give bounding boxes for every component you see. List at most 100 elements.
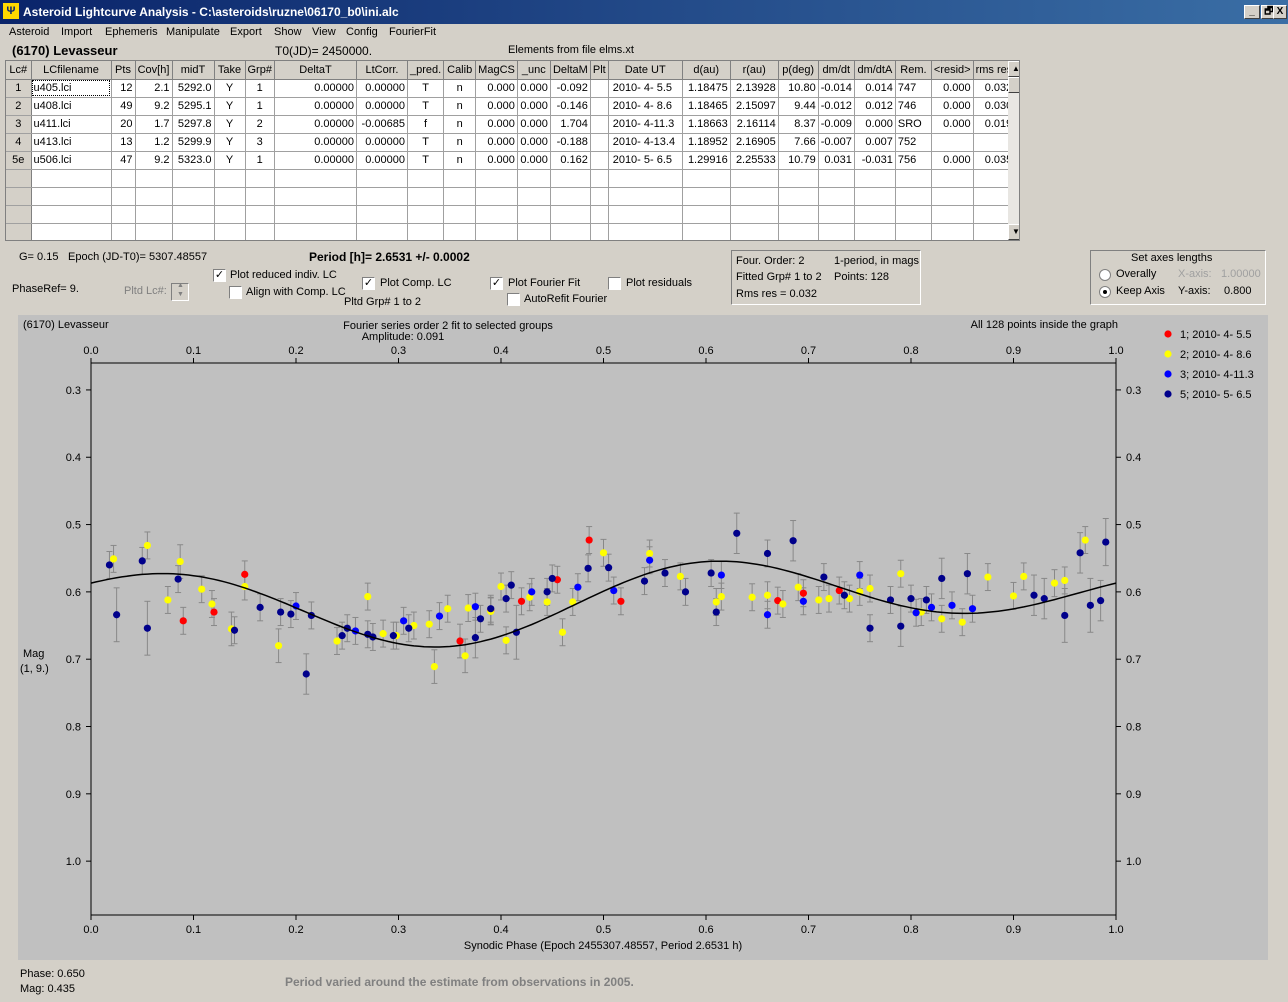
data-point[interactable] — [444, 605, 452, 613]
table-cell[interactable]: 9.2 — [135, 151, 173, 170]
table-cell[interactable]: 13 — [111, 133, 136, 152]
table-cell[interactable]: 1.18663 — [682, 115, 731, 134]
data-point[interactable] — [198, 585, 206, 593]
column-header[interactable]: LtCorr. — [356, 61, 408, 80]
plot-svg[interactable]: 0.0 0.0 0.1 0.1 0.2 0.2 0.3 0.3 0.4 0.4 0.5 0.5 0.6 0… — [18, 315, 1268, 960]
table-cell[interactable]: 0.012 — [854, 97, 896, 116]
menu-ephemeris[interactable]: Ephemeris — [105, 26, 158, 38]
table-cell[interactable] — [214, 205, 246, 224]
table-cell[interactable] — [931, 223, 974, 240]
scroll-thumb[interactable] — [1008, 77, 1019, 93]
data-point[interactable] — [845, 595, 854, 603]
table-cell[interactable]: 1.18465 — [682, 97, 731, 116]
lightcurve-plot[interactable]: 0.0 0.0 0.1 0.1 0.2 0.2 0.3 0.3 0.4 0.4 0.5 0.5 0.6 0… — [18, 315, 1268, 960]
table-cell[interactable] — [475, 223, 518, 240]
scroll-up-icon[interactable]: ▲ — [1008, 61, 1019, 77]
data-point[interactable] — [815, 596, 823, 604]
table-cell[interactable] — [517, 169, 551, 188]
table-cell[interactable] — [778, 187, 819, 206]
table-cell[interactable]: 2.13928 — [730, 79, 779, 98]
table-cell[interactable] — [356, 187, 408, 206]
table-cell[interactable] — [590, 97, 609, 116]
data-point[interactable] — [543, 588, 551, 596]
data-point[interactable] — [640, 577, 649, 585]
data-point[interactable] — [763, 611, 772, 619]
table-cell[interactable]: 5295.1 — [172, 97, 215, 116]
table-cell[interactable] — [550, 187, 591, 206]
table-cell[interactable]: 1 — [245, 97, 275, 116]
data-point[interactable] — [241, 570, 249, 578]
table-cell[interactable] — [517, 187, 551, 206]
pltd-lc-spinner[interactable]: ▲ ▼ — [171, 282, 189, 301]
data-point[interactable] — [302, 670, 310, 678]
column-header[interactable]: dm/dtA — [854, 61, 896, 80]
table-cell[interactable]: 20 — [111, 115, 136, 134]
table-cell[interactable]: 5292.0 — [172, 79, 215, 98]
table-cell[interactable]: 0.00000 — [274, 115, 357, 134]
table-cell[interactable] — [895, 205, 932, 224]
table-cell[interactable]: 0.007 — [854, 133, 896, 152]
table-cell[interactable]: Y — [214, 79, 246, 98]
table-cell[interactable]: Y — [214, 97, 246, 116]
table-cell[interactable]: T — [407, 151, 445, 170]
table-cell[interactable] — [895, 187, 932, 206]
table-cell[interactable] — [590, 169, 609, 188]
data-point[interactable] — [179, 617, 187, 625]
row-header[interactable] — [6, 223, 32, 240]
table-cell[interactable] — [407, 187, 445, 206]
row-header[interactable]: 4 — [6, 133, 32, 152]
table-cell[interactable]: 5299.9 — [172, 133, 215, 152]
data-point[interactable] — [840, 591, 848, 599]
data-point[interactable] — [208, 600, 216, 608]
table-cell[interactable]: 2 — [245, 115, 275, 134]
table-cell[interactable] — [274, 169, 357, 188]
table-cell[interactable]: 756 — [895, 151, 932, 170]
table-cell[interactable] — [407, 205, 445, 224]
data-point[interactable] — [287, 610, 295, 618]
table-cell[interactable] — [778, 223, 819, 240]
table-cell[interactable] — [443, 187, 477, 206]
menu-show[interactable]: Show — [274, 26, 302, 38]
data-point[interactable] — [1086, 601, 1094, 609]
table-cell[interactable]: 0.00000 — [274, 151, 357, 170]
table-cell[interactable]: 2010- 5- 6.5 — [608, 151, 683, 170]
table-cell[interactable] — [730, 223, 779, 240]
keep-axis-radio[interactable] — [1099, 286, 1111, 298]
table-cell[interactable] — [135, 187, 173, 206]
data-point[interactable] — [968, 605, 977, 613]
data-point[interactable] — [717, 571, 725, 579]
column-header[interactable]: _pred. — [407, 61, 445, 80]
table-cell[interactable]: 0.00000 — [274, 133, 357, 152]
table-cell[interactable]: 0.000 — [517, 133, 551, 152]
data-point[interactable] — [599, 549, 608, 557]
table-cell[interactable]: -0.031 — [854, 151, 896, 170]
table-cell[interactable]: 0.030 — [973, 97, 1016, 116]
column-header[interactable]: DeltaT — [274, 61, 357, 80]
data-point[interactable] — [430, 663, 438, 671]
table-cell[interactable]: 1.7 — [135, 115, 173, 134]
data-point[interactable] — [605, 564, 613, 572]
table-cell[interactable]: 1.18952 — [682, 133, 731, 152]
table-cell[interactable] — [245, 169, 275, 188]
data-point[interactable] — [497, 582, 505, 591]
table-cell[interactable] — [356, 223, 408, 240]
table-cell[interactable] — [245, 187, 275, 206]
table-cell[interactable] — [608, 169, 683, 188]
table-cell[interactable] — [111, 169, 136, 188]
table-cell[interactable] — [550, 223, 591, 240]
table-cell[interactable] — [778, 205, 819, 224]
table-cell[interactable]: u413.lci — [31, 133, 112, 152]
data-point[interactable] — [176, 557, 184, 566]
table-cell[interactable]: 9.2 — [135, 97, 173, 116]
table-cell[interactable]: 0.00000 — [356, 133, 408, 152]
table-cell[interactable]: T — [407, 79, 445, 98]
column-header[interactable]: d(au) — [682, 61, 731, 80]
menu-manipulate[interactable]: Manipulate — [166, 26, 220, 38]
minimize-button[interactable]: _ — [1244, 5, 1260, 19]
table-cell[interactable]: -0.146 — [550, 97, 591, 116]
menu-asteroid[interactable]: Asteroid — [9, 26, 50, 38]
data-point[interactable] — [856, 571, 864, 579]
data-point[interactable] — [712, 598, 720, 606]
table-cell[interactable]: n — [443, 133, 477, 152]
